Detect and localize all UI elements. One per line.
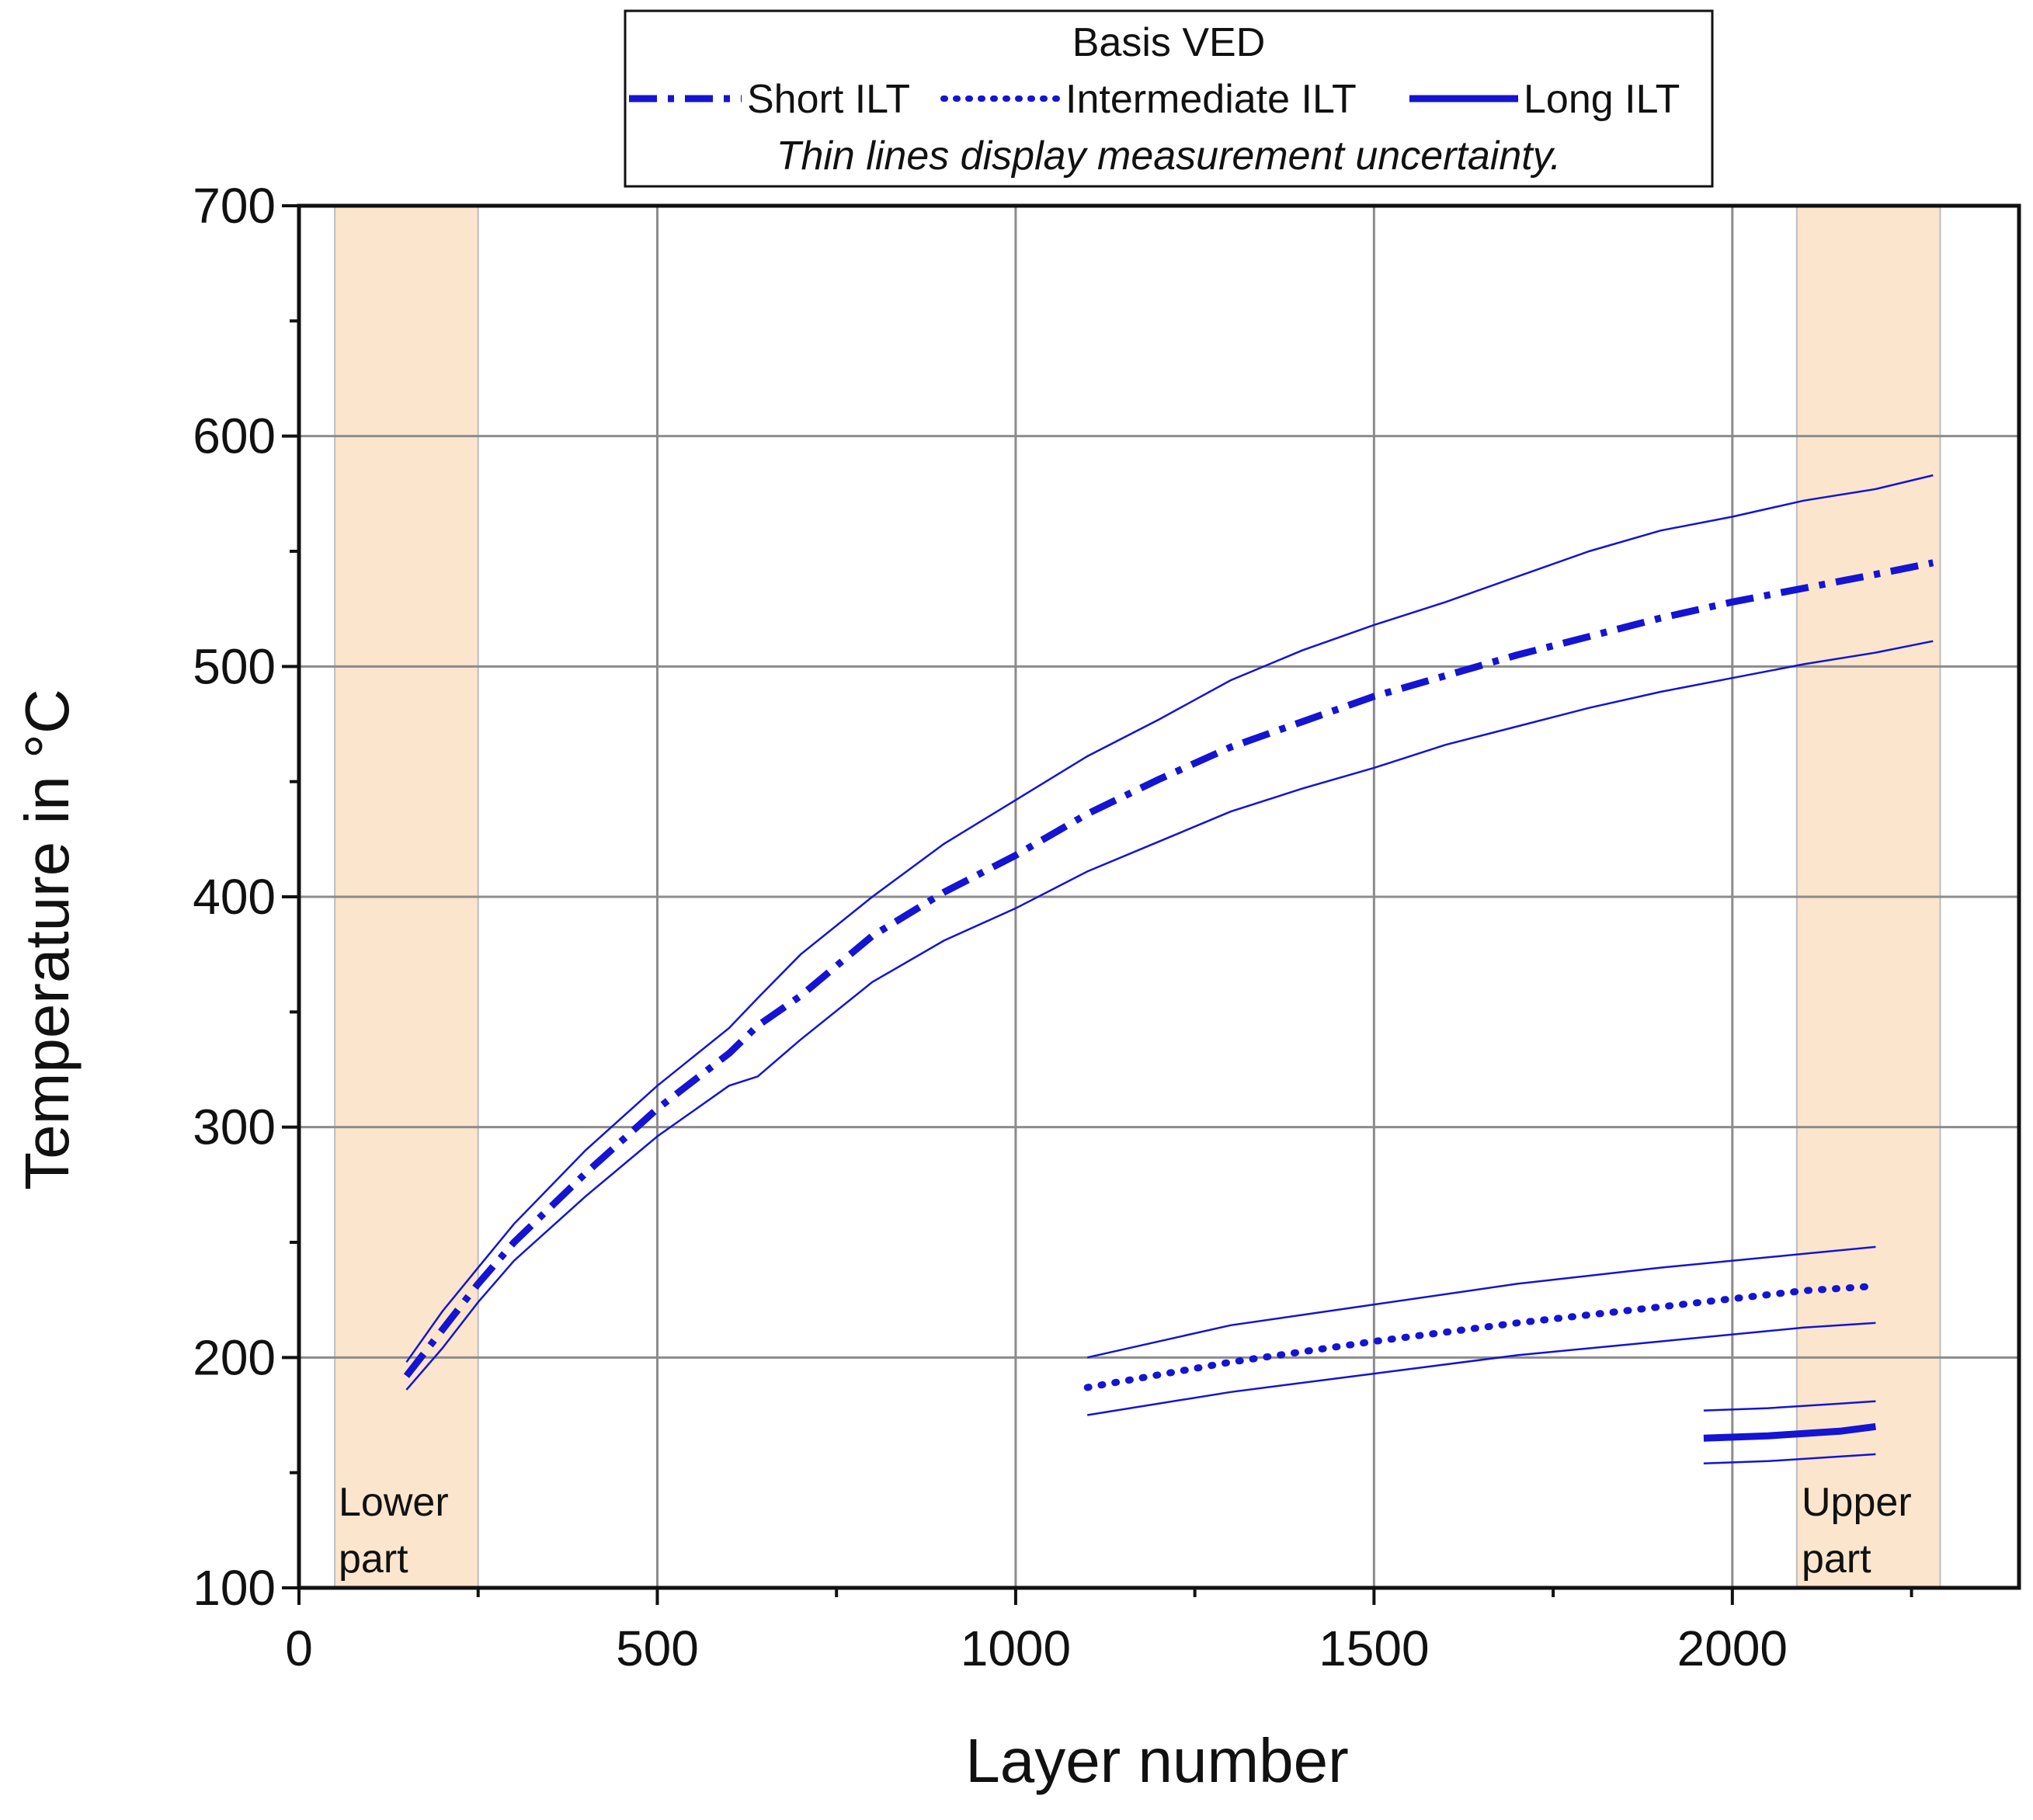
legend-label-intermediate-ilt: Intermediate ILT [1065,77,1357,122]
legend-label-long-ilt: Long ILT [1524,77,1680,122]
x-tick-label-0: 0 [285,1620,313,1676]
series-line-intermediate-ilt [1083,1282,1879,1391]
uncertainty-lower-short-ilt [405,640,1934,1391]
x-tick-label-500: 500 [616,1620,699,1676]
region-label-lower-line1: Lower [339,1480,449,1525]
legend-label-short-ilt: Short ILT [747,77,910,122]
y-tick-label-500: 500 [193,638,276,694]
y-axis-title: Temperature in °C [12,689,82,1190]
legend-note: Thin lines display measurement uncertain… [777,134,1562,179]
uncertainty-lower-long-ilt [1703,1453,1876,1465]
y-tick-label-300: 300 [193,1099,276,1155]
uncertainty-upper-short-ilt [405,474,1934,1363]
y-tick-label-400: 400 [193,869,276,925]
region-label-upper-line1: Upper [1802,1480,1912,1525]
y-tick-label-600: 600 [193,408,276,464]
legend-box [624,9,1714,188]
grid [299,206,2019,1588]
y-tick-label-200: 200 [193,1329,276,1385]
series-line-short-ilt [403,559,1934,1378]
x-tick-label-1500: 1500 [1319,1620,1429,1676]
legend: Basis VED Short ILT Intermediate ILT Lon… [624,9,1714,188]
uncertainty-upper-long-ilt [1703,1400,1876,1412]
x-axis-title: Layer number [965,1726,1349,1795]
region-label-upper-line2: part [1802,1537,1871,1582]
legend-title: Basis VED [1072,20,1266,65]
x-tick-label-2000: 2000 [1677,1620,1788,1676]
y-tick-label-700: 700 [193,178,276,234]
uncertainty-upper-intermediate-ilt [1086,1245,1876,1359]
x-tick-label-1000: 1000 [961,1620,1071,1676]
y-tick-label-100: 100 [193,1560,276,1616]
series-lines [403,474,1934,1465]
uncertainty-lower-intermediate-ilt [1087,1322,1876,1416]
region-label-lower-line2: part [339,1537,408,1582]
axes: 0 500 1000 1500 2000 100 200 300 400 500 600 700 [193,178,2021,1676]
series-line-long-ilt [1703,1422,1876,1442]
